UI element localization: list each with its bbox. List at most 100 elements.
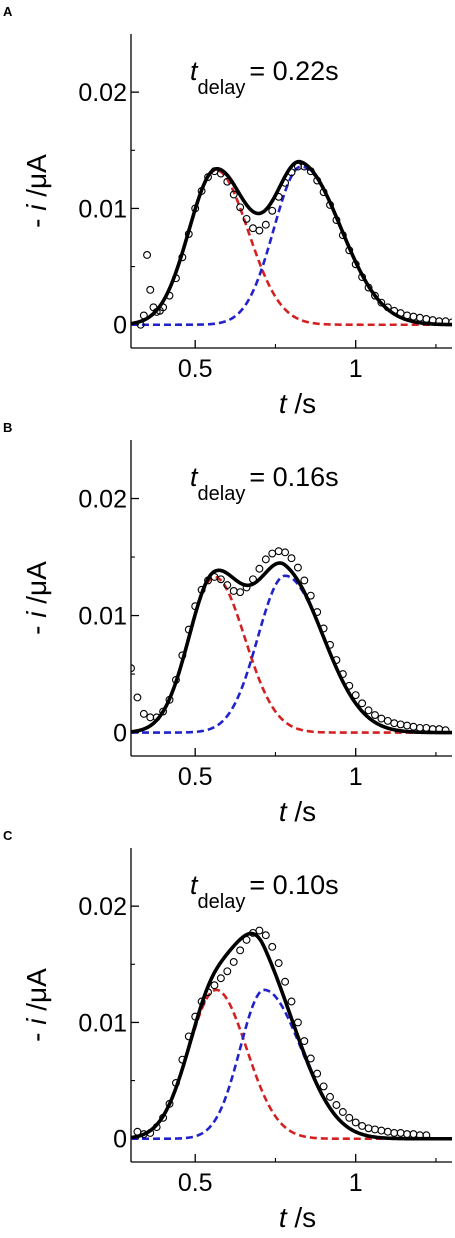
- data-point: [332, 216, 341, 225]
- plot-area: [131, 159, 452, 329]
- y-tick-label: 0: [113, 720, 127, 748]
- data-point: [159, 303, 168, 312]
- data-point: [300, 162, 309, 171]
- data-point: [178, 651, 187, 660]
- data-point: [139, 709, 148, 718]
- second-peak-component-curve: [131, 988, 452, 1141]
- data-point: [371, 1125, 379, 1134]
- x-tick-label: 0.5: [178, 355, 213, 383]
- data-point: [326, 201, 334, 209]
- first-peak-component-curve: [131, 988, 452, 1141]
- data-point: [409, 722, 418, 731]
- panel-b: B 0 0.01 0.02 0.5 1 t /s - i /μA tdelay= 0.16s: [3, 420, 452, 827]
- data-point: [159, 1113, 168, 1122]
- data-point: [293, 563, 302, 572]
- data-point: [255, 926, 264, 935]
- y-tick-label: 0.01: [78, 603, 127, 631]
- data-point: [364, 1124, 373, 1133]
- delay-annotation: tdelay= 0.16s: [190, 462, 339, 505]
- data-point: [313, 608, 322, 616]
- data-point: [184, 1032, 193, 1041]
- data-point: [403, 721, 412, 730]
- panel-letter: B: [3, 420, 12, 435]
- data-point: [422, 314, 431, 323]
- data-point: [143, 251, 152, 259]
- data-point: [139, 311, 148, 320]
- data-point: [313, 176, 322, 185]
- data-point: [223, 581, 232, 590]
- panel-a: A 0 0.01 0.02 0.5 1 t /s - i /μA tdelay= 0.22s: [3, 4, 452, 419]
- data-point: [390, 719, 399, 728]
- x-axis-title: t /s: [279, 388, 316, 419]
- data-point: [184, 625, 193, 634]
- data-point: [242, 583, 251, 592]
- data-point: [319, 1082, 328, 1091]
- data-point: [364, 283, 373, 292]
- data-point: [274, 959, 283, 968]
- data-point: [364, 706, 373, 715]
- data-point: [345, 681, 354, 690]
- data-point: [371, 711, 379, 719]
- data-point: [236, 203, 245, 212]
- y-tick-label: 0.01: [78, 195, 127, 223]
- data-point: [371, 291, 379, 300]
- data-point: [422, 723, 431, 732]
- data-point: [204, 988, 212, 997]
- data-point: [293, 1018, 302, 1027]
- x-tick-label: 0.5: [178, 763, 213, 791]
- data-point: [338, 1108, 347, 1116]
- y-axis-title: - i /μA: [21, 154, 52, 228]
- data-point: [146, 713, 155, 722]
- data-point: [191, 602, 200, 611]
- data-point: [448, 318, 452, 327]
- data-point: [345, 1113, 354, 1122]
- data-point: [390, 1128, 399, 1137]
- y-tick-label: 0.02: [78, 893, 127, 921]
- data-point: [287, 997, 296, 1006]
- data-point: [197, 187, 206, 195]
- y-tick-label: 0: [113, 312, 127, 340]
- data-point: [422, 1131, 431, 1140]
- data-point: [351, 260, 360, 269]
- x-axis-title: t /s: [279, 796, 316, 827]
- y-tick-label: 0.02: [78, 79, 127, 107]
- x-tick-label: 1: [349, 1169, 363, 1197]
- data-point: [249, 224, 257, 233]
- y-tick-label: 0.01: [78, 1009, 127, 1037]
- data-point: [165, 291, 174, 300]
- data-point: [191, 1012, 200, 1021]
- data-point: [383, 716, 392, 725]
- data-point: [332, 656, 341, 664]
- data-point: [274, 192, 283, 201]
- data-point: [171, 1078, 180, 1087]
- data-point: [133, 693, 142, 702]
- data-point: [281, 548, 290, 557]
- y-tick-label: 0.02: [78, 486, 127, 514]
- data-point: [204, 173, 212, 181]
- data-point: [377, 714, 386, 723]
- data-point: [146, 1128, 155, 1137]
- data-point: [216, 169, 225, 178]
- data-point: [152, 1123, 161, 1132]
- data-point: [268, 942, 277, 951]
- data-point: [403, 1130, 412, 1139]
- plot-area: [131, 547, 452, 735]
- data-point: [133, 1127, 142, 1136]
- data-point: [441, 726, 450, 735]
- data-point: [306, 167, 315, 176]
- data-point: [210, 981, 219, 990]
- data-point: [171, 675, 180, 684]
- data-point: [377, 1126, 386, 1135]
- data-point: [178, 1055, 187, 1064]
- x-tick-label: 1: [349, 763, 363, 791]
- data-point: [159, 707, 168, 716]
- y-axis-title: - i /μA: [21, 561, 52, 635]
- data-point: [338, 231, 347, 240]
- data-point: [236, 588, 245, 597]
- data-point: [131, 664, 135, 673]
- data-point: [236, 946, 245, 955]
- data-point: [358, 699, 367, 708]
- data-point: [415, 723, 424, 732]
- data-point: [319, 188, 328, 197]
- data-point: [358, 1121, 367, 1130]
